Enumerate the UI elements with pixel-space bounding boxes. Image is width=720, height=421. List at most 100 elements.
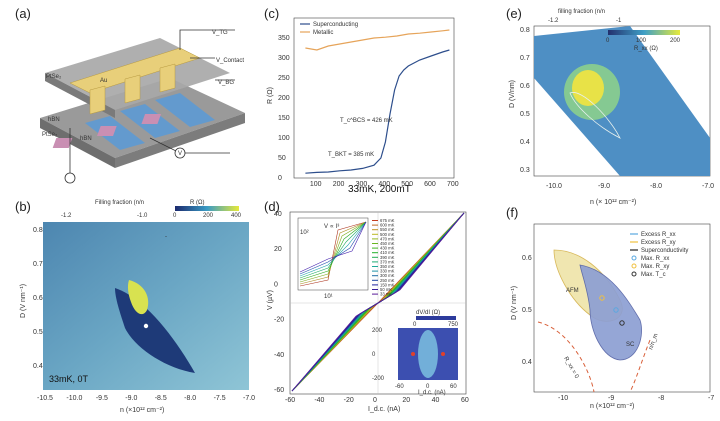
d-legend-item: 390 mK xyxy=(380,255,395,260)
d-inset2-ytick: 200 xyxy=(372,328,383,334)
f-ytick: 0.6 xyxy=(522,255,532,262)
f-legend-item: Excess R_xx xyxy=(641,232,676,238)
f-legend-item: Max. T_c xyxy=(641,272,666,278)
d-xtick: 60 xyxy=(461,397,469,404)
c-xtick: 300 xyxy=(356,181,368,188)
d-legend-item: 300 mK xyxy=(380,273,395,278)
f-xtick: -7 xyxy=(708,395,714,402)
f-xtick: -8 xyxy=(658,395,664,402)
e-ylabel: D (V/nm) xyxy=(509,80,516,108)
b-marker xyxy=(143,323,149,329)
c-xtick: 700 xyxy=(447,181,459,188)
d-inset2-colorbar xyxy=(416,316,456,320)
wire-tg xyxy=(179,29,235,50)
b-xlabel: n (×10¹² cm⁻²) xyxy=(120,407,164,414)
c-legend-metallic: Metallic xyxy=(313,30,333,36)
f-legend-item: Excess R_xy xyxy=(641,240,676,246)
c-ytick: 250 xyxy=(278,75,290,82)
f-legend-swatch xyxy=(631,271,637,277)
panel-label-a: (a) xyxy=(15,6,31,21)
c-ylabel: R (Ω) xyxy=(267,87,274,104)
panel-f-diagram: AFM SC R_xx = 0 n/n_m Excess R_xxExcess … xyxy=(511,223,714,410)
c-xtick: 600 xyxy=(424,181,436,188)
b-xticks: -10.5 -10.0 -9.5 -9.0 -8.5 -8.0 -7.5 -7.0 xyxy=(37,395,255,402)
sample-strip xyxy=(155,93,215,127)
e-yticks: 0.8 0.7 0.6 0.5 0.4 0.3 xyxy=(520,27,530,174)
b-xtick: -9.5 xyxy=(96,395,108,402)
contact-pad xyxy=(141,114,162,124)
d-xtick: 0 xyxy=(373,397,377,404)
e-ytick: 0.6 xyxy=(520,83,530,90)
b-ytick: 0.7 xyxy=(33,261,43,268)
c-ytick: 50 xyxy=(278,155,286,162)
b-ytick: 0.6 xyxy=(33,295,43,302)
c-xtick: 400 xyxy=(378,181,390,188)
f-legend: Excess R_xx Excess R_xy Superconductivity M… xyxy=(630,232,688,278)
d-legend-item: 600 mK xyxy=(380,223,395,228)
panel-label-f: (f) xyxy=(506,205,519,220)
d-xtick: -60 xyxy=(285,397,295,404)
d-legend-item: 450 mK xyxy=(380,241,395,246)
b-colorbar xyxy=(175,206,239,211)
f-ylabel: D (V nm⁻¹) xyxy=(511,286,518,320)
d-ytick: 40 xyxy=(274,211,282,218)
label-vcontact: V_Contact xyxy=(216,58,244,64)
c-annotation-bcs: T_c^BCS = 426 mK xyxy=(340,118,393,124)
label-ptse2-bottom: PtSe₂ xyxy=(42,132,58,138)
e-xtick: -7.0 xyxy=(702,183,714,190)
c-xtick: 100 xyxy=(310,181,322,188)
label-vtg: V_TG xyxy=(212,30,228,36)
b-top-tick-1: -1.0 xyxy=(137,213,148,219)
d-legend-item: 250 mK xyxy=(380,278,395,283)
d-legend-item: 370 mK xyxy=(380,259,395,264)
panel-b-map: Filling fraction (n/n R (Ω) 0 200 400 -1… xyxy=(20,200,255,414)
b-cb-tick-1: 200 xyxy=(203,213,214,219)
d-legend-item: 330 mK xyxy=(380,269,395,274)
b-annotation: 33mK, 0T xyxy=(49,374,89,384)
e-xtick: -8.0 xyxy=(650,183,662,190)
c-ytick: 0 xyxy=(278,175,282,182)
d-legend-item: 350 mK xyxy=(380,264,395,269)
e-xtick: -9.0 xyxy=(598,183,610,190)
b-cb-tick-2: 400 xyxy=(231,213,242,219)
e-top-axis-title: filling fraction (n/n xyxy=(558,9,605,15)
f-max-rxy xyxy=(599,295,605,301)
f-region-afm: AFM xyxy=(566,288,579,294)
f-xtick: -10 xyxy=(558,395,568,402)
d-inset2-dot xyxy=(411,352,415,356)
voltmeter-icon xyxy=(174,147,186,159)
d-xtick: -20 xyxy=(344,397,354,404)
panel-c-chart: Superconducting Metallic T_c^BCS = 426 m… xyxy=(267,17,459,195)
d-inset1-curve-0 xyxy=(299,221,367,287)
f-legend-item: Max. R_xy xyxy=(641,264,669,270)
gold-finger xyxy=(124,74,141,104)
e-ytick: 0.7 xyxy=(520,55,530,62)
c-ytick: 300 xyxy=(278,55,290,62)
e-colorbar xyxy=(608,30,680,35)
e-ytick: 0.5 xyxy=(520,111,530,118)
d-ytick: -40 xyxy=(274,352,284,359)
d-ytick: 0 xyxy=(274,281,278,288)
f-line2-label: n/n_m xyxy=(648,333,659,351)
f-ytick: 0.4 xyxy=(522,359,532,366)
e-ytick: 0.3 xyxy=(520,167,530,174)
f-xticks: -10 -9 -8 -7 xyxy=(558,395,714,402)
d-legend-item: 500 mK xyxy=(380,232,395,237)
d-inset1-label: V ∝ I³ xyxy=(324,224,339,230)
d-inset1-curve-1 xyxy=(299,221,367,285)
c-plot-frame xyxy=(293,17,455,179)
f-line-rxx0 xyxy=(537,321,595,393)
b-xtick: -10.5 xyxy=(37,395,53,402)
d-legend-item: 470 mK xyxy=(380,236,395,241)
e-xlabel: n (× 10¹² cm⁻²) xyxy=(590,199,636,206)
f-legend-swatch xyxy=(631,263,637,269)
c-xtick: 500 xyxy=(401,181,413,188)
f-sc-region xyxy=(579,264,642,361)
b-xtick: -9.0 xyxy=(125,395,137,402)
f-max-rxx xyxy=(613,307,619,313)
d-curve-16 xyxy=(291,212,465,392)
e-ytick: 0.4 xyxy=(520,139,530,146)
c-legend-sc: Superconducting xyxy=(313,22,358,28)
d-ytick: -20 xyxy=(274,317,284,324)
